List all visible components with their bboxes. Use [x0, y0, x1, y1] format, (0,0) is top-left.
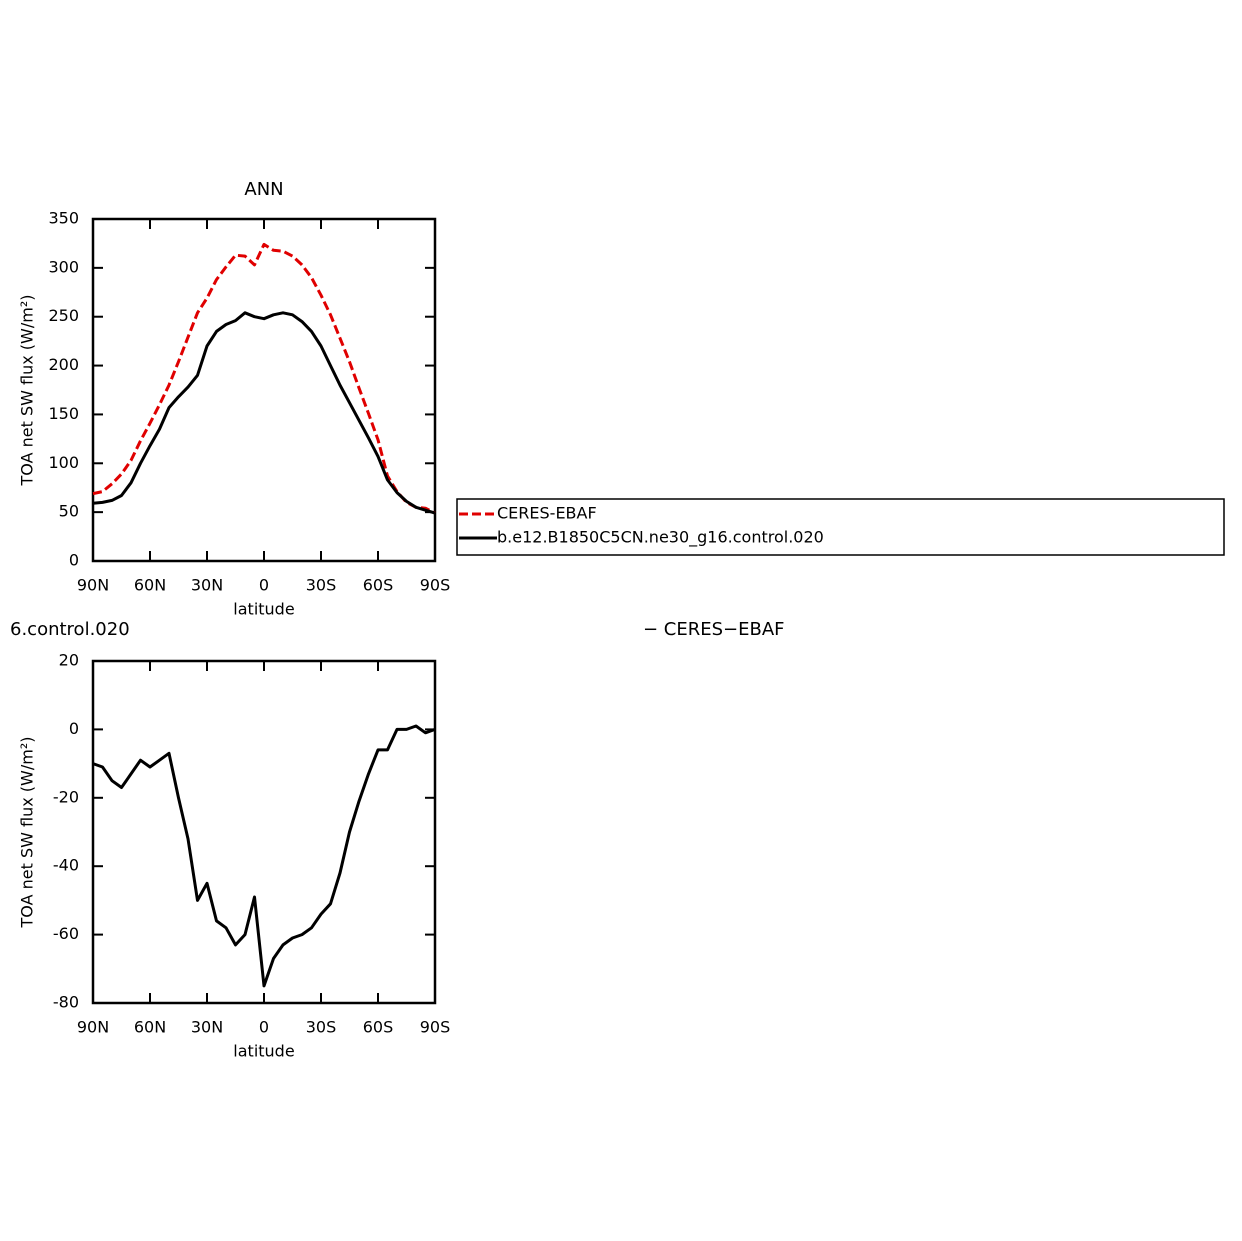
chart-title: − CERES−EBAF — [643, 619, 785, 640]
y-tick-label: 350 — [48, 209, 79, 228]
x-tick-label: 60N — [134, 576, 166, 595]
y-tick-label: 300 — [48, 257, 79, 276]
data-line — [92, 242, 436, 515]
x-tick-label: 30N — [191, 576, 223, 595]
x-tick-label: 90N — [77, 576, 109, 595]
chart-title: 6.control.020 — [10, 619, 130, 640]
data-line — [92, 724, 436, 988]
x-tick-label: 60N — [134, 1018, 166, 1037]
y-axis-label: TOA net SW flux (W/m²) — [18, 737, 37, 929]
x-tick-label: 90S — [420, 1018, 451, 1037]
y-tick-label: 0 — [69, 551, 79, 570]
x-tick-label: 30N — [191, 1018, 223, 1037]
x-tick-label: 30S — [306, 576, 337, 595]
y-tick-label: 200 — [48, 355, 79, 374]
legend-box — [456, 498, 1225, 556]
y-tick-label: 100 — [48, 453, 79, 472]
legend-label: CERES-EBAF — [497, 504, 597, 523]
plot-frame — [91, 217, 437, 563]
x-axis-label: latitude — [233, 600, 294, 619]
legend-label: b.e12.B1850C5CN.ne30_g16.control.020 — [497, 528, 824, 548]
x-tick-label: 90N — [77, 1018, 109, 1037]
y-tick-label: -40 — [53, 856, 79, 875]
y-tick-label: -20 — [53, 787, 79, 806]
chart-title: ANN — [244, 179, 283, 200]
y-tick-label: 150 — [48, 404, 79, 423]
x-axis-label: latitude — [233, 1042, 294, 1061]
y-tick-label: 250 — [48, 306, 79, 325]
y-tick-label: -80 — [53, 993, 79, 1012]
x-tick-label: 60S — [363, 576, 394, 595]
y-axis-label: TOA net SW flux (W/m²) — [18, 295, 37, 487]
x-tick-label: 30S — [306, 1018, 337, 1037]
y-tick-label: -60 — [53, 924, 79, 943]
y-tick-label: 50 — [59, 502, 79, 521]
data-line — [92, 311, 436, 515]
y-tick-label: 0 — [69, 719, 79, 738]
x-tick-label: 0 — [259, 576, 269, 595]
x-tick-label: 0 — [259, 1018, 269, 1037]
x-tick-label: 60S — [363, 1018, 394, 1037]
plot-frame — [91, 659, 437, 1005]
y-tick-label: 20 — [59, 651, 79, 670]
x-tick-label: 90S — [420, 576, 451, 595]
